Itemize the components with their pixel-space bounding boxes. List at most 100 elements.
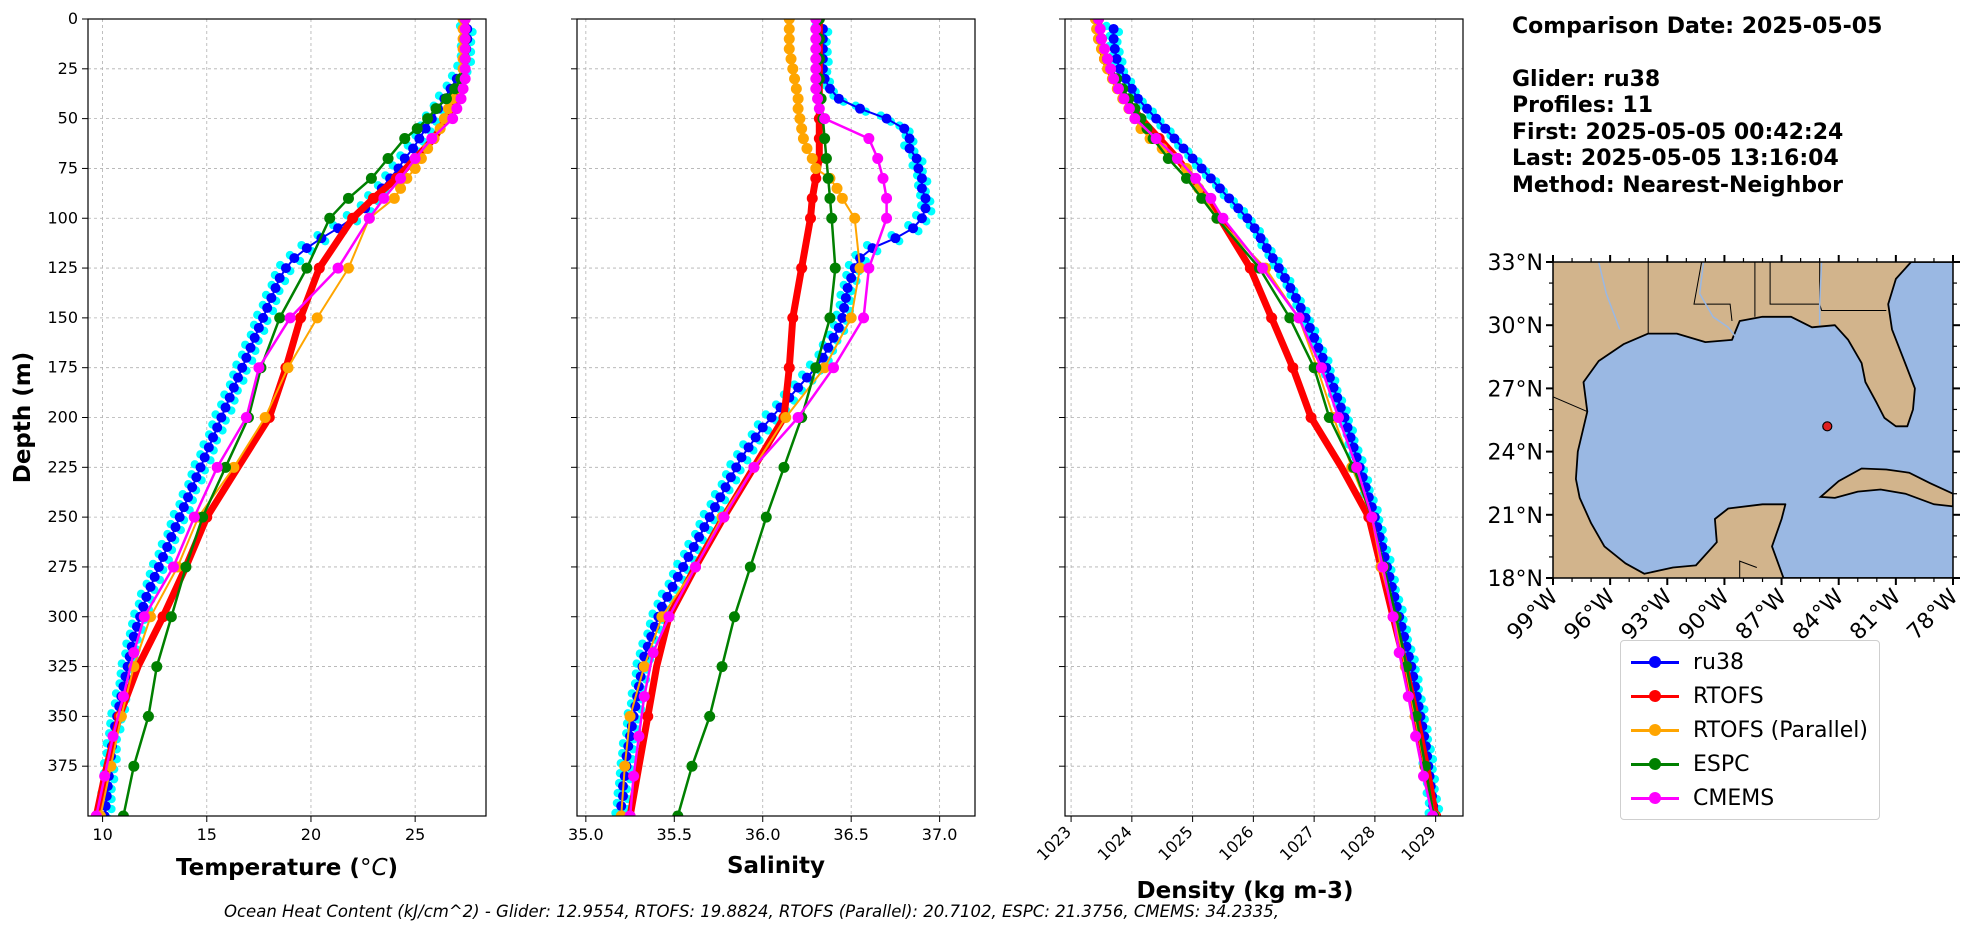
ru38-point (757, 422, 768, 433)
legend: ru38 RTOFS RTOFS (Parallel) ESPC CMEMS (1620, 640, 1880, 820)
cmems-point (881, 212, 893, 224)
ru38-point (187, 482, 198, 493)
rtofs-parallel-point (388, 192, 400, 204)
cmems-point (107, 730, 119, 742)
salinity-panel: 35.0 35.5 36.0 36.5 37.0 Salinity (568, 18, 976, 879)
ru38-point (1178, 143, 1189, 154)
ru38-point (1111, 53, 1122, 64)
rtofs-parallel-point (259, 412, 271, 423)
espc-point (824, 192, 836, 204)
espc-point (704, 710, 716, 722)
espc-point (274, 312, 286, 324)
ru38-point (1205, 173, 1216, 184)
rtofs-parallel-point (854, 262, 866, 274)
rtofs-parallel-point (831, 182, 843, 194)
rtofs-parallel-point (794, 113, 806, 125)
ru38-point (916, 173, 927, 184)
espc-point (324, 212, 336, 224)
cmems-point (863, 133, 875, 145)
ru38-point (1108, 23, 1119, 34)
y-tick-label: 300 (47, 607, 78, 626)
series-cmems (1092, 19, 1439, 816)
profile-count: Profiles: 11 (1512, 93, 1654, 118)
ru38-point (191, 472, 202, 483)
espc-point (829, 262, 841, 274)
ru38-point (899, 123, 910, 134)
map-y-tick-label: 18°N (1488, 567, 1543, 592)
ru38-point (855, 253, 866, 264)
x-tick-label: 15 (197, 825, 217, 844)
plot-area (1089, 19, 1444, 816)
ru38-point (824, 83, 835, 94)
y-tick-label: 100 (47, 208, 78, 227)
x-tick-label: 1028 (1337, 822, 1379, 864)
political-border (1739, 560, 1757, 578)
cmems-point (1377, 561, 1389, 573)
espc-point (810, 362, 822, 374)
cmems-point (240, 412, 252, 423)
y-tick-label: 375 (47, 756, 78, 775)
cmems-point (253, 362, 265, 374)
cmems-point (1102, 53, 1114, 65)
cmems-point (1217, 212, 1229, 224)
rtofs-point (1287, 362, 1299, 374)
rtofs-point (806, 192, 818, 204)
espc-point (819, 133, 831, 145)
ru38-point (688, 542, 699, 553)
cmems-point (812, 93, 824, 105)
cmems-point (858, 312, 870, 324)
cmems-point (1118, 93, 1130, 105)
gulf-of-mexico-ocean (1575, 262, 1953, 578)
ru38-point (270, 282, 281, 293)
x-tick-label: 35.5 (656, 825, 692, 844)
ru38-point (683, 551, 694, 562)
legend-swatch (1629, 645, 1681, 679)
cmems-point (459, 73, 471, 85)
espc-point (197, 511, 209, 523)
espc-point (449, 83, 461, 95)
x-tick-label: 1027 (1276, 822, 1318, 864)
ru38-point (720, 482, 731, 493)
cuba-landmass (1818, 467, 1953, 508)
map-y-tick-label: 33°N (1488, 251, 1543, 276)
espc-point (744, 561, 756, 573)
rtofs-parallel-point (790, 83, 802, 95)
ru38-point (208, 432, 219, 443)
legend-swatch (1629, 747, 1681, 781)
ru38-point (911, 153, 922, 164)
ru38-point (138, 601, 149, 612)
cmems-point (827, 362, 839, 374)
cmems-point (395, 172, 407, 184)
rtofs-parallel-point (282, 362, 294, 374)
rtofs-parallel-point (801, 143, 813, 155)
espc-point (1323, 412, 1335, 423)
legend-swatch (1629, 781, 1681, 815)
ru38-point (678, 561, 689, 572)
espc-point (672, 810, 684, 816)
cmems-point (1256, 262, 1268, 274)
cmems-point (138, 611, 150, 623)
ru38-point (709, 502, 720, 513)
rtofs-point (783, 362, 795, 374)
cmems-point (1402, 690, 1414, 702)
espc-point (430, 103, 442, 115)
rtofs-parallel-point (783, 33, 795, 45)
cmems-point (1332, 412, 1344, 423)
ru38-point (145, 581, 156, 592)
ru38-point (1328, 382, 1339, 393)
cmems-point (1112, 83, 1124, 95)
ru38-point (667, 581, 678, 592)
cmems-point (624, 810, 636, 816)
ru38-point (881, 113, 892, 124)
cmems-point (633, 730, 645, 742)
map-y-tick-label: 27°N (1488, 377, 1543, 402)
espc-point (686, 760, 698, 772)
ru38-point (1261, 243, 1272, 254)
ru38-point (1324, 372, 1335, 383)
ru38-point (916, 183, 927, 194)
cmems-point (813, 103, 825, 115)
ru38-point (183, 492, 194, 503)
method: Method: Nearest-Neighbor (1512, 172, 1843, 198)
rtofs-parallel-point (836, 192, 848, 204)
ru38-point (220, 402, 231, 413)
